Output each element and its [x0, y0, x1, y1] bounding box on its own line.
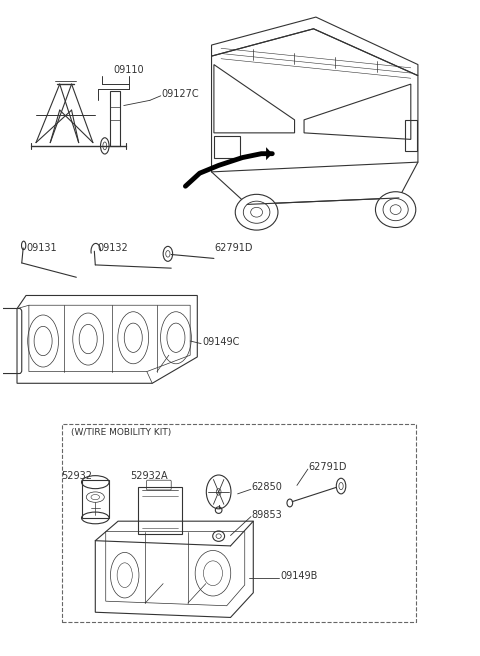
Text: 62791D: 62791D [309, 462, 348, 472]
Text: 09149B: 09149B [280, 571, 318, 581]
Text: 89853: 89853 [252, 510, 283, 520]
Text: 52932: 52932 [61, 471, 92, 482]
Ellipse shape [82, 476, 109, 489]
Text: 52932A: 52932A [130, 471, 168, 482]
Ellipse shape [216, 534, 221, 539]
Polygon shape [266, 147, 272, 160]
Text: 09132: 09132 [97, 243, 129, 253]
Text: 09127C: 09127C [162, 89, 199, 99]
Text: 09149C: 09149C [202, 337, 240, 347]
Text: 09110: 09110 [113, 65, 144, 75]
Ellipse shape [235, 194, 278, 230]
Text: 62850: 62850 [252, 482, 283, 493]
Ellipse shape [216, 489, 221, 495]
Text: 09131: 09131 [26, 243, 57, 253]
Text: (W/TIRE MOBILITY KIT): (W/TIRE MOBILITY KIT) [71, 428, 171, 437]
Ellipse shape [375, 192, 416, 228]
Text: 62791D: 62791D [215, 243, 253, 253]
